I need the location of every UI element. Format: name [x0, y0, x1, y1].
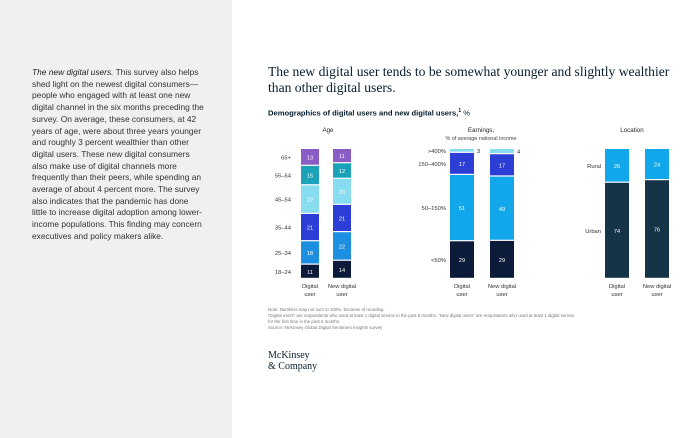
category-label-0-5: 65+ — [281, 155, 291, 161]
data-label-2-1-1: 24 — [654, 163, 660, 169]
sidebar-text: The new digital users. This survey also … — [32, 67, 204, 243]
note-line-4: Source: McKinsey Global Digital Sentimen… — [268, 325, 383, 330]
bar-segment-2-1-0 — [645, 180, 669, 278]
data-label-0-0-0: 11 — [307, 270, 313, 276]
data-label-0-0-4: 15 — [307, 174, 313, 180]
chart-subtitle-1: % of average national income — [445, 136, 516, 142]
bar-segment-1-0-0 — [450, 241, 474, 278]
bar-segment-0-1-1 — [333, 232, 351, 260]
bar-segment-2-0-0 — [605, 182, 629, 278]
bar-segment-1-1-2 — [490, 154, 514, 176]
bar-segment-0-0-4 — [301, 165, 319, 185]
data-label-2-0-1: 26 — [614, 164, 620, 170]
data-label-0-1-4: 12 — [339, 169, 345, 175]
bar-segment-0-1-0 — [333, 260, 351, 278]
bar-segment-1-0-1 — [450, 175, 474, 241]
data-label-1-0-3: 3 — [477, 149, 480, 155]
bar-segment-0-0-1 — [301, 241, 319, 264]
data-label-1-1-1: 49 — [499, 207, 505, 213]
note-line-2: ¹Digital users" are respondents who used… — [268, 313, 575, 318]
sidebar-lead: The new digital users. — [32, 67, 114, 77]
chart-title-0: Age — [322, 127, 334, 134]
bar-segment-0-1-5 — [333, 149, 351, 163]
category-label-1-0: <50% — [431, 258, 446, 264]
category-label-1-3: >400% — [428, 149, 446, 155]
bar-segment-2-0-1 — [605, 149, 629, 182]
category-label-1-2: 150–400% — [418, 162, 446, 168]
x-label-0-0-b: user — [304, 292, 315, 298]
bar-segment-2-1-1 — [645, 149, 669, 179]
chart-subtitle: Demographics of digital users and new di… — [268, 108, 470, 118]
category-label-0-0: 18–24 — [275, 270, 292, 276]
bar-segment-1-0-3 — [450, 149, 474, 152]
data-label-1-1-0: 29 — [499, 258, 505, 264]
category-label-2-0: Urban — [585, 229, 601, 235]
x-label-1-1-a: New digital — [488, 284, 516, 290]
category-label-0-2: 35–44 — [275, 226, 292, 232]
x-label-2-0-b: user — [611, 292, 622, 298]
x-label-2-0-a: Digital — [609, 284, 625, 290]
data-label-1-0-1: 51 — [459, 206, 465, 212]
note-line-1: Note: Numbers may not sum to 100%, becau… — [268, 307, 385, 312]
page-title: The new digital user tends to be somewha… — [268, 64, 670, 95]
x-label-0-1-a: New digital — [328, 284, 356, 290]
category-label-1-1: 50–150% — [422, 206, 447, 212]
data-label-2-1-0: 76 — [654, 228, 660, 234]
bar-segment-1-1-3 — [490, 149, 514, 154]
note-line-3: for the first time in the past 6 months. — [268, 319, 341, 324]
logo-line-2: & Company — [268, 361, 318, 372]
x-label-0-1-b: user — [336, 292, 347, 298]
bar-segment-0-0-2 — [301, 214, 319, 241]
x-label-1-0-a: Digital — [454, 284, 470, 290]
bar-segment-0-0-3 — [301, 185, 319, 213]
data-label-1-1-3: 4 — [517, 150, 520, 156]
x-label-2-1-a: New digital — [643, 284, 671, 290]
bar-segment-1-1-0 — [490, 240, 514, 278]
data-label-0-1-0: 14 — [339, 268, 345, 274]
bar-segment-0-0-0 — [301, 264, 319, 278]
category-label-2-1: Rural — [587, 164, 601, 170]
data-label-0-0-1: 18 — [307, 251, 313, 257]
demographics-chart: Age 11 18–24 18 25–34 21 35–44 22 45–54 15 55–64 13… — [275, 127, 671, 298]
x-label-0-0-a: Digital — [302, 284, 318, 290]
data-label-0-1-2: 21 — [339, 217, 345, 223]
data-label-1-0-2: 17 — [459, 162, 465, 168]
category-label-0-1: 25–34 — [275, 251, 292, 257]
data-label-0-0-5: 13 — [307, 155, 313, 161]
chart-notes: Note: Numbers may not sum to 100%, becau… — [268, 307, 680, 331]
subtitle-unit: % — [461, 108, 470, 118]
bar-segment-0-0-5 — [301, 149, 319, 165]
data-label-0-0-2: 21 — [307, 226, 313, 232]
data-label-0-0-3: 22 — [307, 198, 313, 204]
bar-segment-0-1-4 — [333, 163, 351, 178]
bar-segment-1-0-2 — [450, 152, 474, 174]
chart-title-2: Location — [620, 127, 644, 134]
sidebar-body: This survey also helps shed light on the… — [32, 67, 204, 241]
mckinsey-logo: McKinsey & Company — [268, 350, 317, 372]
logo-line-1: McKinsey — [268, 350, 310, 361]
subtitle-text: Demographics of digital users and new di… — [268, 108, 459, 118]
data-label-1-1-2: 17 — [499, 163, 505, 169]
bar-segment-0-1-2 — [333, 204, 351, 231]
x-label-1-0-b: user — [456, 292, 467, 298]
category-label-0-4: 55–64 — [275, 174, 292, 180]
bar-segment-1-1-1 — [490, 176, 514, 240]
bar-segment-0-1-3 — [333, 178, 351, 204]
category-label-0-3: 45–54 — [275, 198, 292, 204]
data-label-0-1-3: 20 — [339, 190, 345, 196]
data-label-0-1-5: 11 — [339, 154, 345, 160]
x-label-1-1-b: user — [496, 292, 507, 298]
x-label-2-1-b: user — [651, 292, 662, 298]
data-label-0-1-1: 22 — [339, 245, 345, 251]
sidebar-panel: The new digital users. This survey also … — [0, 0, 232, 438]
data-label-1-0-0: 29 — [459, 258, 465, 264]
subtitle-footnote-mark: 1 — [458, 108, 462, 114]
chart-title-1: Earnings, — [468, 127, 494, 134]
data-label-2-0-0: 74 — [614, 229, 620, 235]
